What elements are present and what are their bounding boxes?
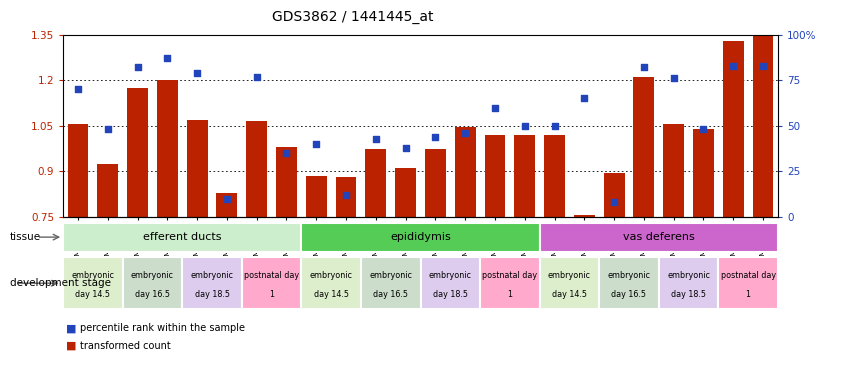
Point	[190, 70, 204, 76]
Bar	[425, 149, 446, 217]
Bar	[455, 127, 476, 217]
Point	[727, 63, 740, 69]
Point	[696, 126, 710, 132]
Point	[547, 123, 561, 129]
Bar	[544, 135, 565, 217]
Text: efferent ducts: efferent ducts	[143, 232, 221, 242]
Point	[339, 192, 352, 198]
Point	[607, 199, 621, 205]
Bar	[753, 36, 774, 217]
Bar	[515, 135, 535, 217]
Bar	[301, 257, 361, 309]
Bar	[123, 257, 182, 309]
Point	[309, 141, 323, 147]
Bar	[633, 77, 654, 217]
Point	[489, 104, 502, 111]
Text: postnatal day: postnatal day	[244, 271, 299, 280]
Bar	[63, 257, 123, 309]
Text: postnatal day: postnatal day	[721, 271, 775, 280]
Bar	[574, 215, 595, 217]
Bar	[187, 120, 208, 217]
Point	[578, 95, 591, 101]
Text: day 18.5: day 18.5	[671, 290, 706, 299]
Point	[369, 136, 383, 142]
Bar	[599, 257, 659, 309]
Point	[518, 123, 532, 129]
Text: day 14.5: day 14.5	[76, 290, 110, 299]
Text: development stage: development stage	[10, 278, 111, 288]
Bar	[540, 257, 599, 309]
Bar	[664, 124, 684, 217]
Point	[131, 65, 145, 71]
Text: embryonic: embryonic	[369, 271, 412, 280]
Bar	[246, 121, 267, 217]
Bar	[693, 129, 714, 217]
Text: 1: 1	[507, 290, 512, 299]
Text: percentile rank within the sample: percentile rank within the sample	[80, 323, 245, 333]
Point	[399, 145, 412, 151]
Text: day 16.5: day 16.5	[135, 290, 170, 299]
Text: embryonic: embryonic	[429, 271, 472, 280]
Point	[220, 196, 234, 202]
Point	[429, 134, 442, 140]
Bar	[63, 223, 301, 252]
Point	[250, 73, 263, 79]
Text: 1: 1	[269, 290, 274, 299]
Bar	[480, 257, 540, 309]
Bar	[306, 176, 326, 217]
Bar	[361, 257, 420, 309]
Text: embryonic: embryonic	[309, 271, 352, 280]
Text: day 14.5: day 14.5	[314, 290, 349, 299]
Text: vas deferens: vas deferens	[623, 232, 695, 242]
Text: day 14.5: day 14.5	[552, 290, 587, 299]
Bar	[420, 257, 480, 309]
Text: tissue: tissue	[10, 232, 41, 242]
Bar	[336, 177, 357, 217]
Bar	[540, 223, 778, 252]
Point	[756, 63, 770, 69]
Text: day 18.5: day 18.5	[194, 290, 230, 299]
Point	[667, 75, 680, 81]
Bar	[98, 164, 119, 217]
Text: embryonic: embryonic	[191, 271, 234, 280]
Text: day 16.5: day 16.5	[373, 290, 408, 299]
Bar	[216, 193, 237, 217]
Bar	[718, 257, 778, 309]
Text: day 16.5: day 16.5	[611, 290, 647, 299]
Point	[458, 130, 472, 136]
Text: day 18.5: day 18.5	[433, 290, 468, 299]
Text: embryonic: embryonic	[667, 271, 710, 280]
Bar	[276, 147, 297, 217]
Text: ■: ■	[66, 323, 76, 333]
Bar	[127, 88, 148, 217]
Bar	[242, 257, 301, 309]
Text: 1: 1	[746, 290, 751, 299]
Point	[101, 126, 114, 132]
Text: embryonic: embryonic	[607, 271, 650, 280]
Point	[637, 65, 651, 71]
Text: postnatal day: postnatal day	[482, 271, 537, 280]
Bar	[301, 223, 540, 252]
Bar	[484, 135, 505, 217]
Bar	[722, 41, 743, 217]
Text: ■: ■	[66, 341, 76, 351]
Bar	[604, 173, 625, 217]
Text: embryonic: embryonic	[131, 271, 174, 280]
Bar	[365, 149, 386, 217]
Bar	[659, 257, 718, 309]
Bar	[395, 168, 416, 217]
Point	[280, 150, 294, 156]
Bar	[67, 124, 88, 217]
Text: embryonic: embryonic	[71, 271, 114, 280]
Bar	[157, 80, 177, 217]
Point	[161, 55, 174, 61]
Text: transformed count: transformed count	[80, 341, 171, 351]
Text: epididymis: epididymis	[390, 232, 451, 242]
Text: GDS3862 / 1441445_at: GDS3862 / 1441445_at	[272, 10, 434, 23]
Point	[71, 86, 85, 93]
Bar	[182, 257, 242, 309]
Text: embryonic: embryonic	[548, 271, 591, 280]
